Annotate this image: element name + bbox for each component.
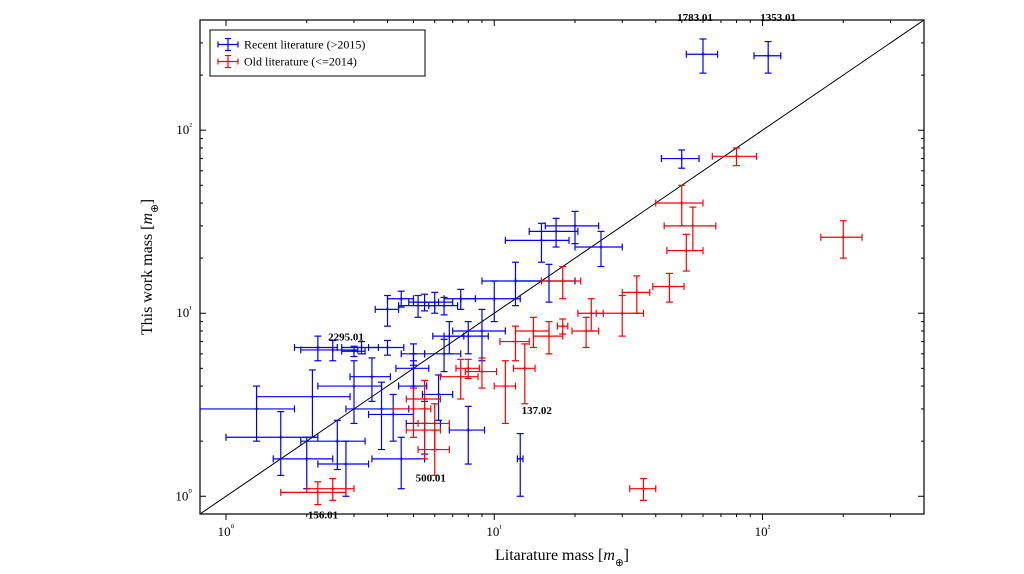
x-tick-label: 10² [755, 523, 771, 539]
y-axis-label: This work mass [m⊕] [139, 199, 161, 335]
legend-item-label: Recent literature (>2015) [244, 38, 365, 52]
x-tick-label: 10⁰ [218, 523, 235, 539]
x-tick-label: 10¹ [486, 523, 502, 539]
y-tick-label: 10⁰ [175, 487, 192, 503]
annotation-label: 2295.01 [328, 331, 364, 343]
legend-item-label: Old literature (<=2014) [244, 55, 357, 69]
annotation-label: 1353.01 [760, 12, 796, 24]
annotation-label: 137.02 [522, 405, 553, 417]
annotation-label: 156.01 [308, 509, 338, 521]
mass-comparison-chart: 10⁰ 10¹ 10² 10⁰ 10¹ 10² Litarature mass [m⊕] Th… [0, 0, 1024, 574]
annotation-label: 500.01 [416, 473, 446, 485]
y-tick-label: 10¹ [176, 304, 192, 320]
annotation-label: 1783.01 [677, 12, 713, 24]
legend: Recent literature (>2015) Old literature … [210, 30, 425, 76]
y-tick-label: 10² [176, 121, 192, 137]
x-axis-label: Litarature mass [m⊕] [495, 547, 629, 569]
plot-area [200, 20, 924, 514]
